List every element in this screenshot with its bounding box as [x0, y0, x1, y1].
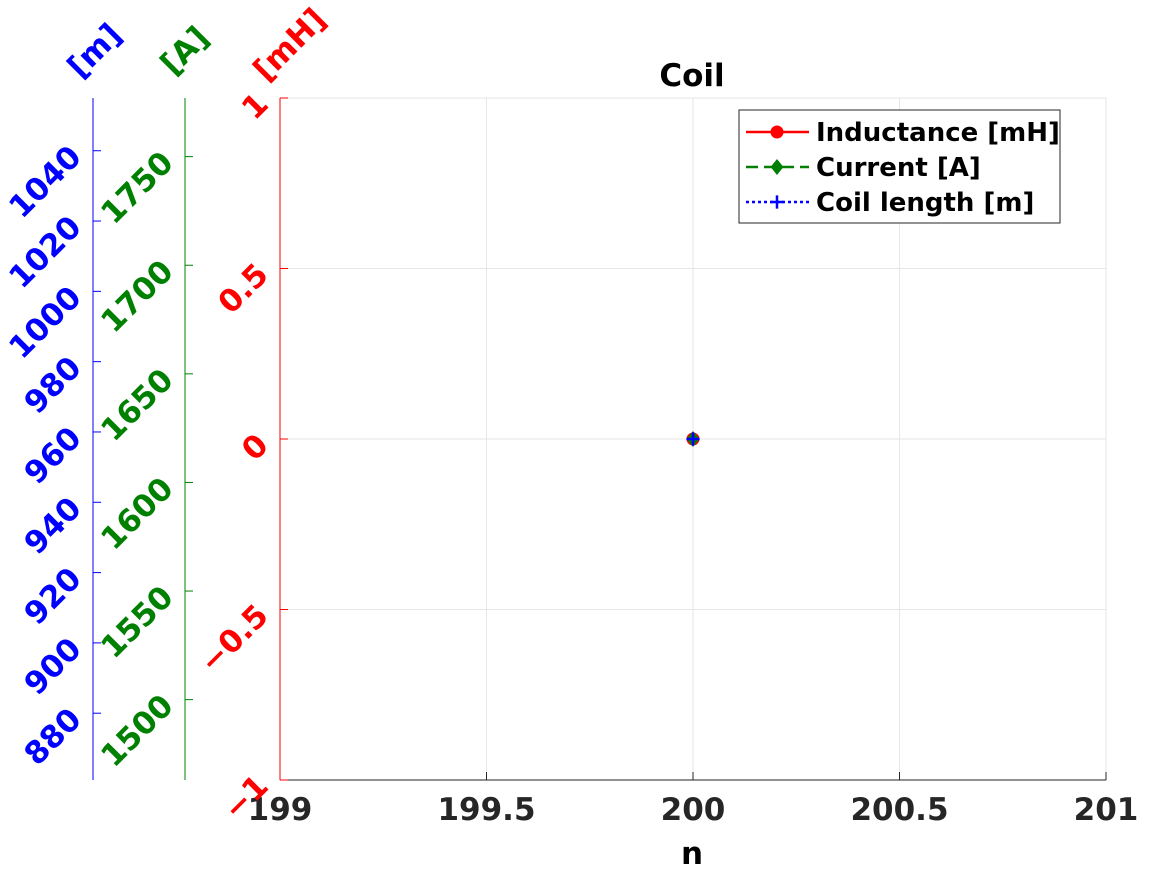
legend-marker: [770, 125, 784, 139]
legend[interactable]: Inductance [mH] Current [A] Coil length [m…: [738, 109, 1061, 224]
data-point-length: [686, 432, 700, 446]
legend-label: Current [A]: [816, 153, 981, 183]
x-tick-label: 200: [661, 792, 726, 828]
chart-title: Coil: [659, 58, 724, 94]
x-tick-label: 200.5: [850, 792, 948, 828]
x-tick-label: 201: [1074, 792, 1139, 828]
legend-marker: [770, 158, 784, 176]
legend-label: Coil length [m]: [816, 188, 1034, 218]
legend-entry-length[interactable]: Coil length [m]: [746, 188, 1034, 218]
legend-entry-inductance[interactable]: Inductance [mH]: [746, 118, 1060, 148]
x-tick-label: 199: [248, 792, 313, 828]
legend-label: Inductance [mH]: [816, 118, 1060, 148]
legend-marker: [770, 195, 784, 209]
x-tick-label: 199.5: [437, 792, 535, 828]
x-axis-label: n: [681, 836, 703, 872]
series-length: [686, 432, 700, 446]
legend-entry-current[interactable]: Current [A]: [746, 153, 981, 183]
series: [686, 430, 700, 448]
